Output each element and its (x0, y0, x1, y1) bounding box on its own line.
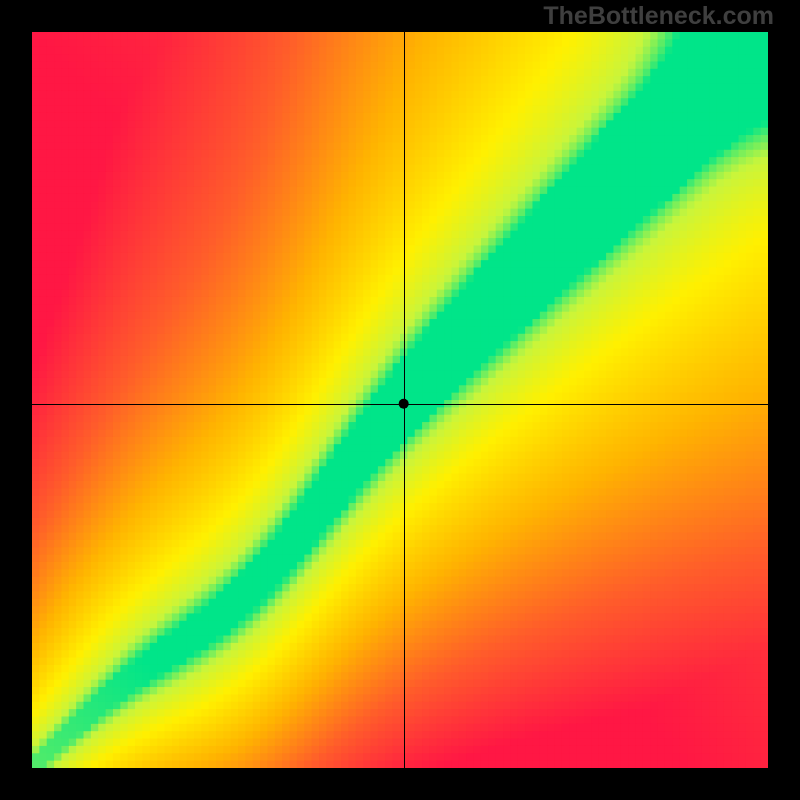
watermark-text: TheBottleneck.com (543, 2, 774, 31)
bottleneck-heatmap (32, 32, 768, 768)
chart-container: TheBottleneck.com (0, 0, 800, 800)
